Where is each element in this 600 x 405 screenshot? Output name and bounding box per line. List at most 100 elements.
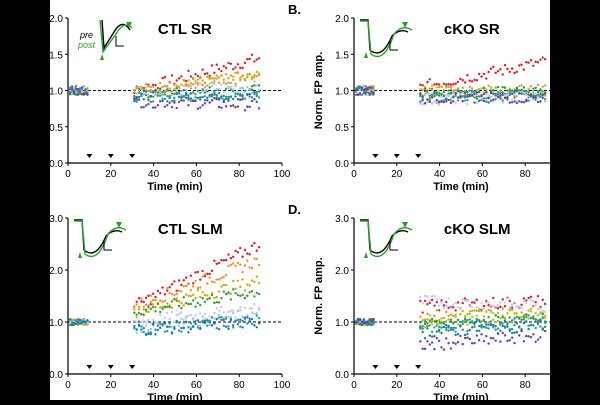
data-point <box>480 97 483 100</box>
data-point <box>356 322 360 326</box>
data-point <box>536 93 540 96</box>
data-point <box>482 304 486 308</box>
data-point <box>168 101 171 104</box>
data-point <box>454 342 457 345</box>
data-point <box>499 89 502 92</box>
data-point <box>496 311 500 315</box>
data-point <box>255 70 258 74</box>
data-point <box>166 329 169 333</box>
data-point <box>234 316 237 319</box>
data-point <box>140 93 143 96</box>
data-point <box>250 88 254 91</box>
data-point <box>515 322 519 325</box>
data-point <box>536 319 540 322</box>
data-point <box>437 83 441 86</box>
data-point <box>232 262 235 265</box>
data-point <box>449 326 453 330</box>
data-point <box>494 71 497 75</box>
data-point <box>208 86 211 89</box>
data-point <box>485 90 488 94</box>
data-point <box>468 337 471 341</box>
data-point <box>227 61 230 65</box>
data-point <box>482 92 486 96</box>
data-point <box>358 88 362 91</box>
data-point <box>184 320 188 323</box>
data-point <box>203 95 207 98</box>
series-s2 <box>68 257 261 327</box>
data-point <box>482 339 486 343</box>
data-point <box>217 313 221 316</box>
data-point <box>518 325 521 328</box>
data-point <box>229 256 233 260</box>
data-point <box>201 68 204 71</box>
y-tick-label: 0.0 <box>335 370 349 381</box>
data-point <box>468 321 471 324</box>
data-point <box>234 105 237 109</box>
data-point <box>370 323 373 327</box>
x-tick-label: 100 <box>274 380 291 391</box>
data-point <box>257 88 261 92</box>
data-point <box>208 276 211 279</box>
data-point <box>227 81 230 84</box>
data-point <box>243 77 247 81</box>
data-point <box>525 61 528 64</box>
data-point <box>485 326 488 329</box>
data-point <box>421 99 424 102</box>
data-point <box>168 96 171 100</box>
data-point <box>430 319 434 323</box>
data-point <box>177 77 181 80</box>
data-point <box>433 100 436 103</box>
data-point <box>508 306 511 309</box>
data-point <box>426 295 429 298</box>
data-point <box>539 95 542 98</box>
data-point <box>239 325 242 328</box>
data-point <box>428 92 431 96</box>
data-point <box>492 318 495 321</box>
data-point <box>354 87 358 90</box>
data-point <box>356 318 360 321</box>
data-point <box>482 99 486 103</box>
data-point <box>222 78 225 81</box>
stim-marker <box>107 154 114 158</box>
x-tick-label: 20 <box>391 169 403 180</box>
data-point <box>445 328 448 331</box>
data-point <box>255 291 258 295</box>
data-point <box>485 77 488 80</box>
data-point <box>196 82 200 85</box>
data-point <box>433 314 436 317</box>
data-point <box>133 308 136 311</box>
data-point <box>80 89 83 93</box>
data-point <box>470 342 474 345</box>
data-point <box>515 90 519 93</box>
data-point <box>206 88 209 91</box>
data-point <box>522 321 526 325</box>
data-point <box>80 92 83 96</box>
data-point <box>419 315 422 319</box>
data-point <box>147 102 150 106</box>
data-point <box>461 91 464 95</box>
data-point <box>459 313 462 316</box>
data-point <box>220 285 223 288</box>
panel-title: CTL SLM <box>158 221 223 238</box>
data-point <box>527 90 530 94</box>
data-point <box>541 298 544 302</box>
data-point <box>466 336 469 339</box>
trace-pre <box>360 219 409 254</box>
data-point <box>246 76 249 79</box>
data-point <box>468 318 471 321</box>
data-point <box>440 95 443 99</box>
data-point <box>506 96 509 99</box>
data-point <box>191 92 195 95</box>
data-point <box>232 309 235 312</box>
data-point <box>147 328 150 332</box>
data-point <box>184 83 188 86</box>
panel-letter: B. <box>288 2 301 17</box>
inset-trace <box>360 219 413 258</box>
x-tick-label: 0 <box>65 169 71 180</box>
data-point <box>229 95 233 98</box>
data-point <box>222 311 225 314</box>
stim-arrow-down <box>402 222 408 228</box>
data-point <box>149 327 153 331</box>
data-point <box>250 307 254 310</box>
x-axis-label: Time (min) <box>433 392 489 400</box>
